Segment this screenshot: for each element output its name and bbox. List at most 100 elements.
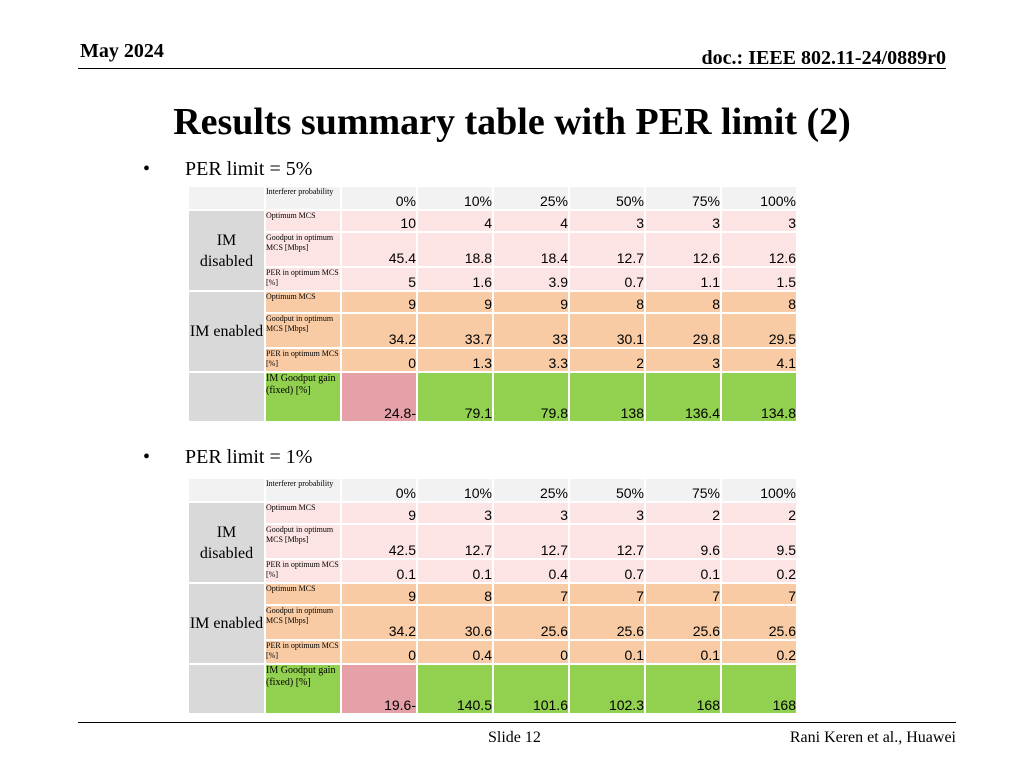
data-cell: 1.3 xyxy=(418,349,492,371)
data-cell: 12.7 xyxy=(494,525,568,558)
data-cell: 0.1 xyxy=(646,560,720,582)
data-cell: 8 xyxy=(418,584,492,604)
table-row: IM enabled Optimum MCS 9 8 7 7 7 7 xyxy=(189,584,796,663)
row-label: PER in optimum MCS [%] xyxy=(266,349,340,371)
data-cell: 12.6 xyxy=(722,233,796,266)
column-header: 50% xyxy=(570,187,644,209)
row-label: PER in optimum MCS [%] xyxy=(266,268,340,290)
table-row: IM disabled Optimum MCS 10 4 4 3 3 3 xyxy=(189,211,796,290)
row-label: Goodput in optimum MCS [Mbps] xyxy=(266,525,340,558)
data-cell: 0.7 xyxy=(570,560,644,582)
data-cell: 45.4 xyxy=(342,233,416,266)
column-header: 100% xyxy=(722,187,796,209)
column-header: 0% xyxy=(342,187,416,209)
data-cell: 3 xyxy=(570,211,644,231)
bullet-per-1: • PER limit = 1% xyxy=(143,446,313,468)
data-cell: 3 xyxy=(418,503,492,523)
table-row: Goodput in optimum MCS [Mbps] 34.2 33.7 33 3… xyxy=(189,314,796,347)
header-divider xyxy=(78,68,946,69)
data-cell: 30.6 xyxy=(418,606,492,639)
data-cell: 0.2 xyxy=(722,560,796,582)
gain-cell: 138 xyxy=(570,373,644,421)
results-table-per-5: Interferer probability 0% 10% 25% 50% 75% 100%… xyxy=(187,185,798,423)
row-label: Goodput in optimum MCS [Mbps] xyxy=(266,606,340,639)
row-label: IM Goodput gain (fixed) [%] xyxy=(266,373,340,421)
data-cell: 29.8 xyxy=(646,314,720,347)
footer-divider xyxy=(78,722,956,723)
data-cell: 9 xyxy=(494,292,568,312)
column-header: 0% xyxy=(342,479,416,501)
data-cell: 0 xyxy=(494,641,568,663)
gain-cell: 168 xyxy=(646,665,720,713)
data-cell: 0.1 xyxy=(418,560,492,582)
column-header: 50% xyxy=(570,479,644,501)
data-cell: 12.7 xyxy=(570,525,644,558)
header-date: May 2024 xyxy=(80,40,164,62)
data-cell: 42.5 xyxy=(342,525,416,558)
data-cell: 18.4 xyxy=(494,233,568,266)
gain-cell: 168 xyxy=(722,665,796,713)
bullet-per-1-text: PER limit = 1% xyxy=(185,446,313,468)
data-cell: 3 xyxy=(494,503,568,523)
gain-cell: 134.8 xyxy=(722,373,796,421)
header-row: Interferer probability 0% 10% 25% 50% 75% 100% xyxy=(189,479,796,501)
data-cell: 18.8 xyxy=(418,233,492,266)
row-label: PER in optimum MCS [%] xyxy=(266,560,340,582)
gain-row: IM Goodput gain (fixed) [%] 19.6- 140.5 101… xyxy=(189,665,796,713)
column-header: 10% xyxy=(418,479,492,501)
data-cell: 2 xyxy=(722,503,796,523)
data-cell: 1.1 xyxy=(646,268,720,290)
column-header: 75% xyxy=(646,187,720,209)
data-cell: 12.7 xyxy=(418,525,492,558)
data-cell: 2 xyxy=(646,503,720,523)
column-header: 75% xyxy=(646,479,720,501)
data-cell: 3 xyxy=(722,211,796,231)
data-cell: 30.1 xyxy=(570,314,644,347)
gain-cell: 140.5 xyxy=(418,665,492,713)
row-label: Optimum MCS xyxy=(266,211,340,231)
data-cell: 9 xyxy=(342,292,416,312)
data-cell: 5 xyxy=(342,268,416,290)
data-cell: 8 xyxy=(570,292,644,312)
data-cell: 9 xyxy=(418,292,492,312)
data-cell: 4 xyxy=(418,211,492,231)
data-cell: 2 xyxy=(570,349,644,371)
gain-cell: 102.3 xyxy=(570,665,644,713)
row-label: Optimum MCS xyxy=(266,584,340,604)
footer-author: Rani Keren et al., Huawei xyxy=(789,729,956,746)
data-cell: 4.1 xyxy=(722,349,796,371)
row-label: Interferer probability xyxy=(266,187,340,209)
data-cell: 1.5 xyxy=(722,268,796,290)
slide-number: Slide 12 xyxy=(488,729,541,746)
data-cell: 8 xyxy=(722,292,796,312)
table-row: IM enabled Optimum MCS 9 9 9 8 8 8 xyxy=(189,292,796,371)
row-label: PER in optimum MCS [%] xyxy=(266,641,340,663)
table-row: PER in optimum MCS [%] 0.1 0.1 0.4 0.7 0.1 0.2 xyxy=(189,560,796,582)
data-cell: 0.7 xyxy=(570,268,644,290)
gain-corner-cell xyxy=(189,665,264,713)
data-cell: 7 xyxy=(646,584,720,604)
corner-cell xyxy=(189,187,264,209)
row-label: Optimum MCS xyxy=(266,292,340,312)
data-cell: 25.6 xyxy=(722,606,796,639)
row-label: Goodput in optimum MCS [Mbps] xyxy=(266,233,340,266)
data-cell: 3 xyxy=(570,503,644,523)
gain-cell: 24.8- xyxy=(342,373,416,421)
data-cell: 25.6 xyxy=(646,606,720,639)
header-row: Interferer probability 0% 10% 25% 50% 75% 100% xyxy=(189,187,796,209)
data-cell: 0 xyxy=(342,349,416,371)
group-label: IM disabled xyxy=(189,211,264,290)
data-cell: 25.6 xyxy=(494,606,568,639)
data-cell: 0.2 xyxy=(722,641,796,663)
column-header: 100% xyxy=(722,479,796,501)
row-label: Goodput in optimum MCS [Mbps] xyxy=(266,314,340,347)
data-cell: 34.2 xyxy=(342,606,416,639)
table-row: IM disabled Optimum MCS 9 3 3 3 2 2 xyxy=(189,503,796,582)
data-cell: 9.6 xyxy=(646,525,720,558)
data-cell: 7 xyxy=(494,584,568,604)
group-label: IM disabled xyxy=(189,503,264,582)
gain-row: IM Goodput gain (fixed) [%] 24.8- 79.1 79.8… xyxy=(189,373,796,421)
data-cell: 3.9 xyxy=(494,268,568,290)
table-row: Goodput in optimum MCS [Mbps] 34.2 30.6 25.… xyxy=(189,606,796,639)
bullet-per-5: • PER limit = 5% xyxy=(143,158,313,180)
